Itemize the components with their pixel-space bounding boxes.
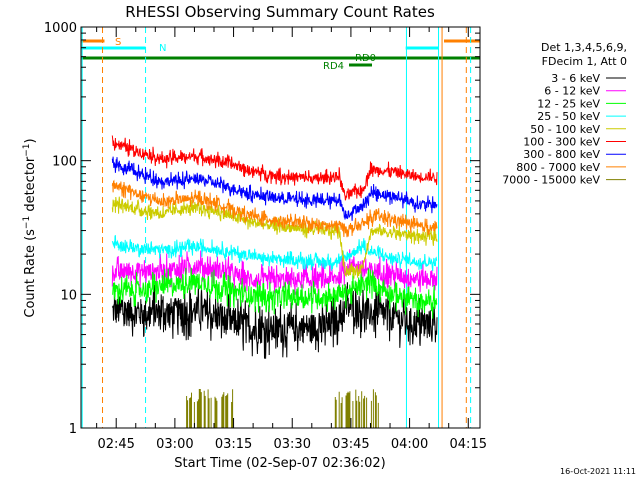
series-spikes-7000-15000-1 (334, 389, 379, 428)
legend-header-line2: FDecim 1, Att 0 (542, 55, 627, 68)
y-tick-label: 1000 (44, 21, 77, 36)
legend-header-line1: Det 1,3,4,5,6,9, (541, 41, 627, 54)
series-spikes-7000-15000-0 (186, 389, 234, 428)
series-line-300-800-kev (111, 156, 438, 221)
x-tick-label: 04:15 (450, 437, 487, 452)
legend-label: 25 - 50 keV (537, 110, 600, 123)
legend: Det 1,3,4,5,6,9,FDecim 1, Att 0 3 - 6 keV… (502, 41, 627, 187)
series-line-25-50-kev (111, 234, 438, 272)
x-tick-label: 03:30 (274, 437, 311, 452)
x-tick-label: 04:00 (391, 437, 428, 452)
x-tick-label: 03:45 (332, 437, 369, 452)
annotation-rd4: RD4 (323, 61, 344, 72)
plot-frame (80, 26, 481, 429)
annotation-s: S (115, 37, 121, 48)
legend-label: 300 - 800 keV (523, 148, 600, 161)
legend-label: 6 - 12 keV (544, 85, 600, 98)
x-tick-label: 03:15 (215, 437, 252, 452)
axes: 1 10 100 1000 02:45 03:00 03:15 03:30 03:45 04:00… (44, 21, 487, 452)
legend-label: 12 - 25 keV (537, 97, 600, 110)
series-line-800-7000-kev (111, 179, 438, 238)
legend-label: 100 - 300 keV (523, 136, 600, 149)
legend-label: 50 - 100 keV (530, 123, 600, 136)
y-axis-label: Count Rate (s−1 detector−1) (22, 138, 38, 317)
series-line-50-100-kev (111, 196, 438, 279)
legend-label: 7000 - 15000 keV (502, 174, 600, 187)
y-tick-label: 100 (52, 155, 77, 170)
footer-timestamp: 16-Oct-2021 11:11 (560, 467, 636, 476)
legend-label: 800 - 7000 keV (516, 161, 600, 174)
legend-label: 3 - 6 keV (551, 72, 600, 85)
x-axis-label: Start Time (02-Sep-07 02:36:02) (174, 456, 385, 471)
plot-area: S N RD0 RD4 (81, 27, 480, 428)
annotation-rd0: RD0 (355, 53, 376, 64)
y-tick-label: 1 (69, 422, 77, 437)
x-tick-label: 03:00 (156, 437, 193, 452)
y-tick-label: 10 (60, 288, 77, 303)
annotation-n: N (159, 43, 166, 54)
chart-title: RHESSI Observing Summary Count Rates (125, 3, 435, 21)
x-tick-label: 02:45 (97, 437, 134, 452)
series-line-3-6-kev (111, 282, 438, 359)
series-line-12-25-kev (112, 267, 438, 319)
series-line-100-300-kev (111, 135, 438, 201)
